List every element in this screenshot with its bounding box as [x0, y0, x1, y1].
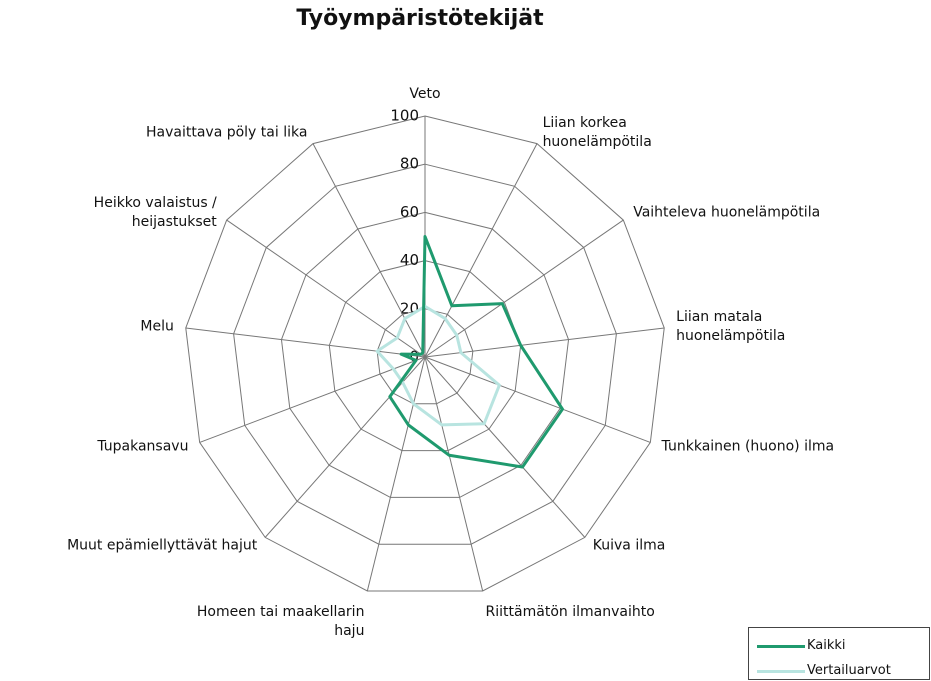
tick-label: 100 [390, 107, 419, 125]
category-label: Kuiva ilma [592, 537, 666, 554]
category-label: Liian korkea huonelämpötila [542, 114, 652, 150]
tick-label: 40 [400, 251, 419, 269]
category-label: Veto [409, 86, 441, 102]
spoke [366, 356, 426, 592]
spoke [185, 327, 426, 358]
grid-ring [185, 115, 665, 592]
category-label: Melu [140, 318, 174, 334]
spoke [424, 356, 651, 443]
spoke [424, 219, 624, 358]
category-label: Homeen tai maakellarin haju [196, 603, 365, 639]
legend-swatch [757, 670, 805, 673]
spoke [199, 356, 426, 443]
category-label: Liian matala huonelämpötila [676, 308, 786, 344]
spoke [424, 143, 538, 358]
spoke [264, 356, 426, 538]
grid-ring [328, 260, 522, 452]
legend: Kaikki Vertailuarvot [748, 627, 930, 680]
grid-ring [233, 163, 617, 545]
tick-label: 0 [409, 348, 419, 366]
legend-label: Kaikki [807, 638, 846, 653]
category-label: Tupakansavu [97, 438, 189, 455]
series-line [388, 235, 564, 469]
spoke [424, 356, 586, 538]
tick-label: 80 [400, 155, 419, 173]
spoke [312, 143, 426, 358]
category-label: Heikko valaistus / heijastukset [93, 195, 217, 231]
category-label: Muut epämiellyttävät hajut [67, 537, 258, 554]
spoke [424, 327, 665, 358]
category-label: Tunkkainen (huono) ilma [661, 438, 835, 455]
legend-swatch [757, 645, 805, 648]
spoke [226, 219, 426, 358]
legend-label: Vertailuarvot [807, 663, 891, 678]
category-label: Vaihteleva huonelämpötila [633, 204, 821, 221]
grid-ring [280, 211, 570, 498]
spoke [424, 356, 484, 592]
category-label: Riittämätön ilmanvaihto [485, 603, 655, 620]
category-label: Havaittava pöly tai lika [145, 124, 308, 141]
grid-ring [376, 308, 474, 405]
tick-label: 60 [400, 203, 419, 221]
series-line [375, 304, 501, 427]
chart-title: Työympäristötekijät [296, 6, 544, 31]
